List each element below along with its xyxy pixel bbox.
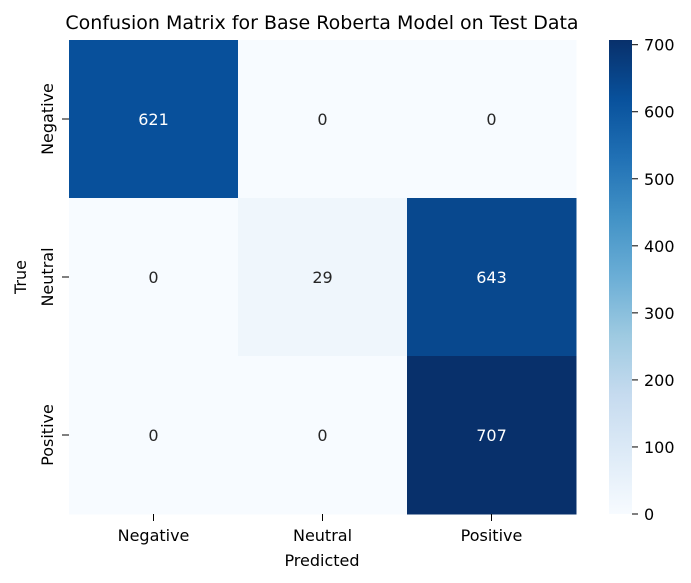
cell-value-label: 0 — [148, 426, 158, 445]
x-tick-label: Positive — [461, 526, 523, 545]
y-axis-label: True — [11, 260, 30, 295]
cell-value-label: 0 — [148, 268, 158, 287]
colorbar — [609, 40, 632, 514]
x-tick-label: Neutral — [293, 526, 352, 545]
heatmap-cell — [407, 198, 577, 357]
x-axis-label: Predicted — [284, 551, 359, 570]
colorbar-tick-label: 600 — [644, 103, 675, 122]
heatmap-cell — [407, 356, 577, 515]
cell-value-label: 707 — [476, 426, 507, 445]
colorbar-tick-label: 500 — [644, 170, 675, 189]
cell-value-label: 29 — [312, 268, 332, 287]
heatmap-cell — [407, 40, 577, 199]
colorbar-tick-label: 100 — [644, 438, 675, 457]
colorbar-tick-label: 200 — [644, 371, 675, 390]
heatmap-cell — [69, 198, 239, 357]
colorbar-tick-label: 0 — [644, 505, 654, 524]
heatmap-cell — [238, 356, 408, 515]
chart-title: Confusion Matrix for Base Roberta Model … — [65, 12, 578, 34]
colorbar-tick-label: 300 — [644, 304, 675, 323]
x-axis-ticks: Negative Neutral Positive — [118, 514, 523, 545]
colorbar-ticks: 0 100 200 300 400 500 600 700 — [632, 36, 675, 524]
y-tick-label: Negative — [38, 83, 57, 155]
heatmap-cell-labels: 621 0 0 0 29 643 0 0 707 — [138, 110, 507, 445]
heatmap-cells — [69, 40, 577, 515]
heatmap-cell — [69, 40, 239, 199]
x-tick-label: Negative — [118, 526, 190, 545]
cell-value-label: 643 — [476, 268, 507, 287]
heatmap-cell — [69, 356, 239, 515]
colorbar-tick-label: 400 — [644, 237, 675, 256]
cell-value-label: 621 — [138, 110, 169, 129]
cell-value-label: 0 — [317, 110, 327, 129]
y-tick-label: Neutral — [38, 247, 57, 306]
colorbar-tick-label: 700 — [644, 36, 675, 55]
y-axis-ticks: Negative Neutral Positive — [38, 83, 69, 466]
heatmap-cell — [238, 198, 408, 357]
cell-value-label: 0 — [317, 426, 327, 445]
cell-value-label: 0 — [486, 110, 496, 129]
heatmap-cell — [238, 40, 408, 199]
y-tick-label: Positive — [38, 404, 57, 466]
